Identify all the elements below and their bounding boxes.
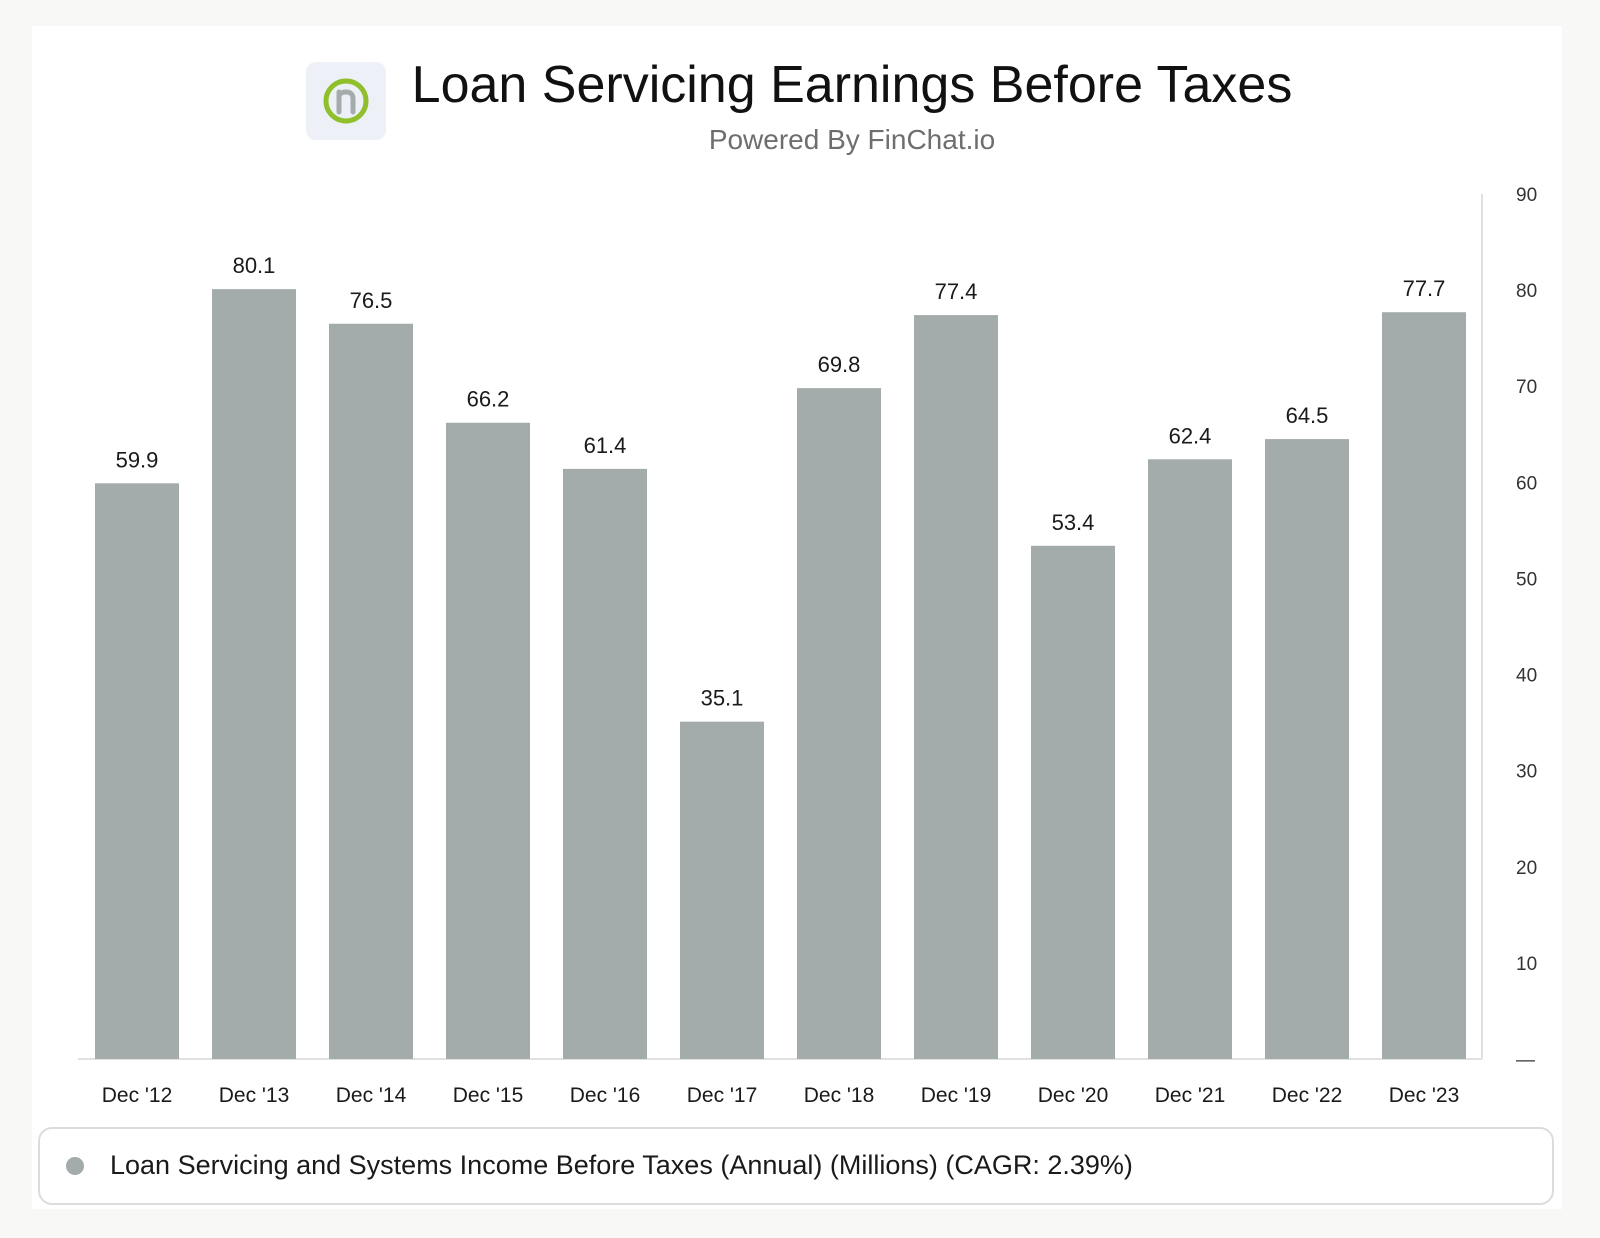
data-label: 62.4 xyxy=(1169,423,1212,448)
y-tick-label: 70 xyxy=(1516,377,1537,398)
bar xyxy=(1031,545,1115,1059)
x-tick-label: Dec '22 xyxy=(1272,1084,1343,1107)
x-tick-label: Dec '12 xyxy=(102,1084,173,1107)
x-tick-label: Dec '15 xyxy=(453,1084,524,1107)
bar xyxy=(1265,439,1349,1059)
data-label: 61.4 xyxy=(584,433,627,458)
data-label: 80.1 xyxy=(233,253,276,278)
data-label: 77.7 xyxy=(1403,276,1446,301)
data-label: 69.8 xyxy=(818,352,861,377)
x-tick-label: Dec '16 xyxy=(570,1084,641,1107)
y-tick-label: 20 xyxy=(1516,858,1537,879)
bar xyxy=(563,468,647,1059)
x-tick-label: Dec '23 xyxy=(1389,1084,1460,1107)
y-tick-label: 60 xyxy=(1516,473,1537,494)
data-label: 35.1 xyxy=(701,686,744,711)
bar xyxy=(446,422,530,1059)
chart-subtitle: Powered By FinChat.io xyxy=(708,124,996,155)
chart-title: Loan Servicing Earnings Before Taxes xyxy=(411,56,1293,114)
x-tick-label: Dec '17 xyxy=(687,1084,758,1107)
bar xyxy=(95,483,179,1059)
y-tick-label: 90 xyxy=(1516,185,1537,206)
data-label: 64.5 xyxy=(1286,403,1329,428)
x-tick-label: Dec '18 xyxy=(804,1084,875,1107)
y-tick-label: 30 xyxy=(1516,762,1537,783)
data-label: 59.9 xyxy=(116,447,159,472)
finchat-logo xyxy=(306,62,386,140)
y-tick-label: 10 xyxy=(1516,954,1537,975)
bar xyxy=(212,289,296,1059)
legend-marker xyxy=(66,1157,84,1175)
legend-label: Loan Servicing and Systems Income Before… xyxy=(110,1150,1133,1180)
bar xyxy=(329,323,413,1059)
x-tick-label: Dec '19 xyxy=(921,1084,992,1107)
bar xyxy=(1382,312,1466,1059)
x-tick-label: Dec '20 xyxy=(1038,1084,1109,1107)
x-tick-label: Dec '13 xyxy=(219,1084,290,1107)
data-label: 76.5 xyxy=(350,288,393,313)
data-label: 77.4 xyxy=(935,279,978,304)
y-tick-label: 50 xyxy=(1516,569,1537,590)
data-label: 66.2 xyxy=(467,387,510,412)
y-tick-label: 40 xyxy=(1516,666,1537,687)
legend[interactable]: Loan Servicing and Systems Income Before… xyxy=(38,1127,1554,1205)
x-tick-label: Dec '14 xyxy=(336,1084,407,1107)
y-tick-label: 80 xyxy=(1516,281,1537,302)
bar xyxy=(797,388,881,1060)
bar xyxy=(914,315,998,1060)
bar xyxy=(1148,459,1232,1059)
bar xyxy=(680,721,764,1059)
y-tick-label: — xyxy=(1516,1050,1535,1071)
data-label: 53.4 xyxy=(1052,510,1095,535)
x-tick-label: Dec '21 xyxy=(1155,1084,1226,1107)
finchat-n-logo-icon xyxy=(323,78,369,124)
bar-chart: — 10 20 30 40 50 60 70 80 90 59.9 Dec '12 80.1 Dec '1… xyxy=(78,185,1537,1107)
